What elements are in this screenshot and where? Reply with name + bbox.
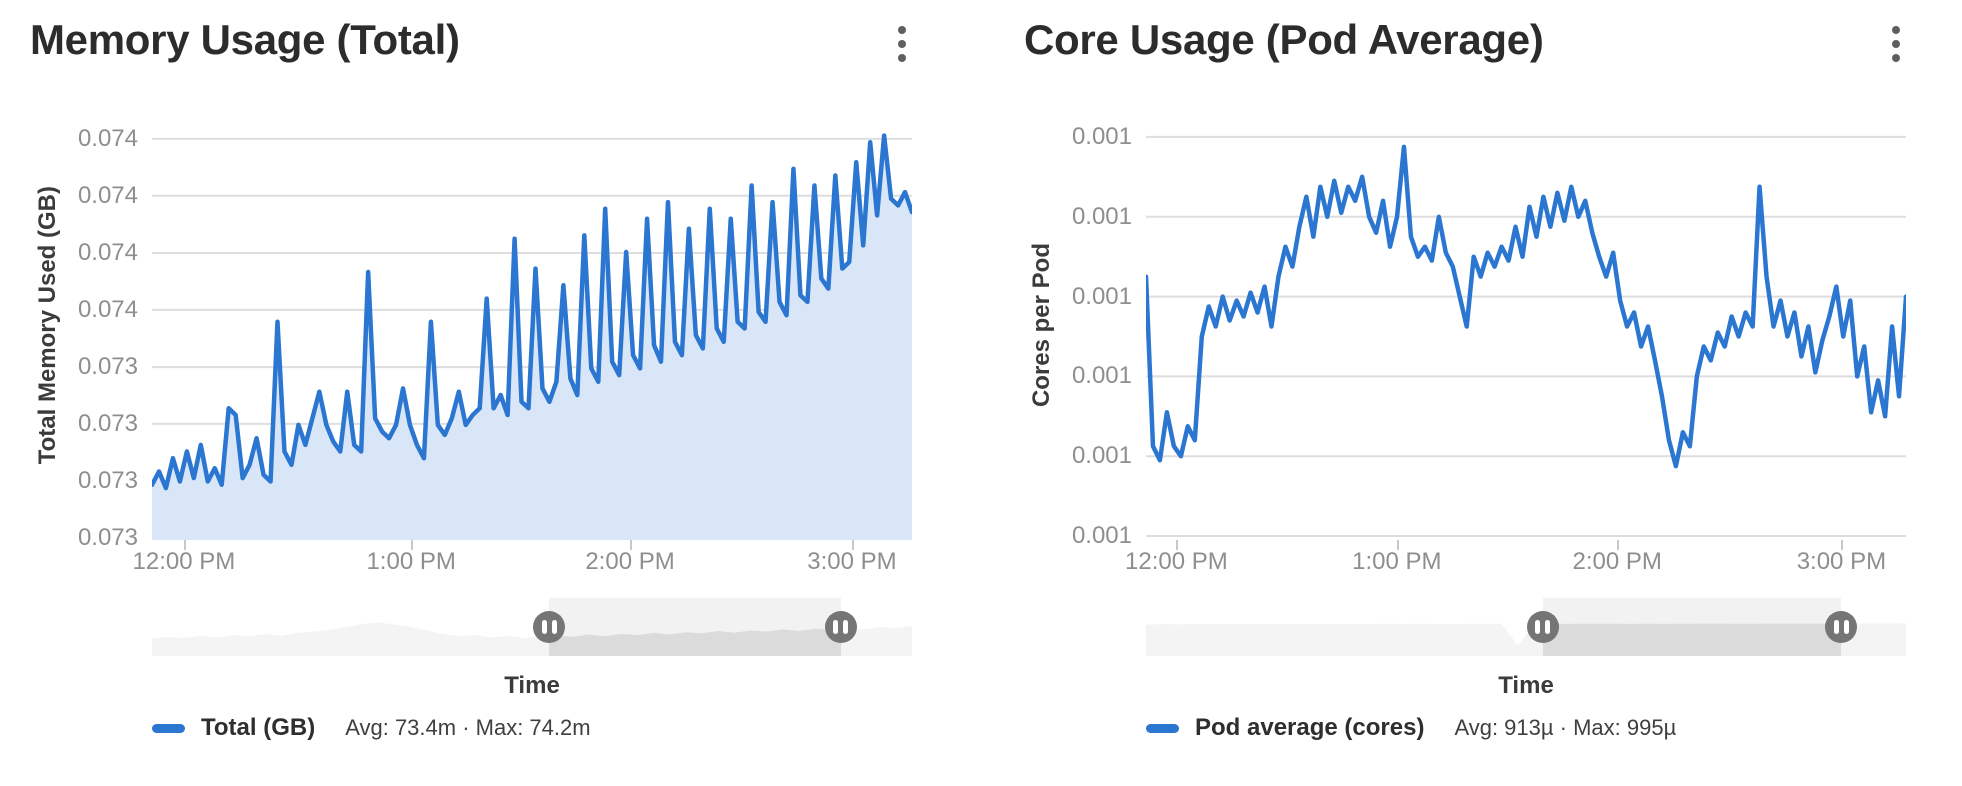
brush-unselected-region — [1146, 598, 1543, 656]
y-axis-tick-label: 0.074 — [77, 124, 138, 152]
series-svg — [1146, 110, 1906, 540]
y-axis-tick-label: 0.001 — [1071, 122, 1132, 150]
x-axis-tick-label: 12:00 PM — [132, 548, 236, 575]
legend: Pod average (cores) Avg: 913µ · Max: 995… — [1146, 714, 1906, 742]
brush-handle-start[interactable] — [533, 611, 566, 643]
y-axis-tick-label: 0.073 — [77, 524, 138, 551]
kebab-dot — [898, 40, 906, 48]
x-axis-tick-mark — [851, 540, 854, 550]
x-axis-ticks: 12:00 PM 1:00 PM 2:00 PM 3:00 PM — [133, 540, 912, 576]
legend-series-label: Pod average (cores) — [1195, 714, 1425, 741]
x-axis-title: Time — [1498, 672, 1554, 699]
y-axis-tick-label: 0.001 — [1071, 522, 1132, 549]
brush-track[interactable] — [152, 598, 912, 656]
y-axis-tick-label: 0.073 — [77, 467, 138, 495]
legend-item[interactable]: Pod average (cores) — [1146, 714, 1424, 742]
kebab-menu-button[interactable] — [1886, 20, 1906, 68]
x-axis-tick-label: 2:00 PM — [585, 548, 675, 575]
legend-swatch — [1146, 723, 1179, 733]
kebab-menu-icon — [898, 26, 906, 34]
series-svg — [152, 110, 912, 540]
pause-icon — [541, 620, 547, 634]
brush-handle-start[interactable] — [1526, 611, 1559, 643]
kebab-dot — [1892, 54, 1900, 62]
pause-icon — [1843, 620, 1849, 634]
kebab-dot — [898, 54, 906, 62]
brush-selected-range[interactable] — [549, 598, 841, 656]
brush-handle-end[interactable] — [1825, 611, 1858, 643]
brush-unselected-region — [152, 598, 550, 656]
pause-icon — [1545, 620, 1551, 634]
legend-stats: Avg: 73.4m · Max: 74.2m — [345, 715, 591, 740]
brush-selected-range[interactable] — [1542, 598, 1842, 656]
y-axis-title: Total Memory Used (GB) — [34, 185, 61, 465]
pause-icon — [1535, 620, 1541, 634]
plot-canvas[interactable] — [1146, 110, 1906, 540]
pause-icon — [1833, 620, 1839, 634]
panel-title: Memory Usage (Total) — [30, 16, 460, 63]
legend-swatch — [152, 723, 185, 733]
legend: Total (GB) Avg: 73.4m · Max: 74.2m — [152, 714, 912, 742]
legend-stats: Avg: 913µ · Max: 995µ — [1454, 715, 1677, 740]
brush-handle-end[interactable] — [824, 611, 857, 643]
brush-track[interactable] — [1146, 598, 1906, 656]
y-axis-tick-label: 0.001 — [1071, 202, 1132, 230]
chart-area: Cores per Pod 0.001 0.001 0.001 0.001 0.001 0… — [1024, 110, 1906, 549]
kebab-menu-button[interactable] — [892, 20, 912, 68]
pause-icon — [833, 620, 839, 634]
panel-header: Memory Usage (Total) — [30, 14, 912, 66]
x-axis-tick-mark — [411, 540, 414, 550]
x-axis-tick-mark — [1176, 540, 1179, 550]
y-axis-ticks: 0.001 0.001 0.001 0.001 0.001 0.001 — [1060, 110, 1146, 549]
x-axis-tick-label: 1:00 PM — [1352, 548, 1442, 575]
pause-icon — [843, 620, 849, 634]
x-axis-tick-label: 3:00 PM — [1796, 548, 1887, 575]
chart-card-core-usage: Core Usage (Pod Average) Cores per Pod 0… — [994, 0, 1962, 786]
panel-header: Core Usage (Pod Average) — [1024, 14, 1906, 66]
kebab-dot — [1892, 40, 1900, 48]
y-axis-tick-label: 0.001 — [1071, 282, 1132, 310]
x-axis-tick-mark — [183, 540, 186, 550]
x-axis-tick-label: 12:00 PM — [1125, 548, 1228, 575]
x-axis-tick-mark — [1617, 540, 1620, 550]
y-axis-title: Cores per Pod — [1028, 242, 1055, 408]
y-axis-title-column: Cores per Pod — [1024, 110, 1060, 540]
legend-series-label: Total (GB) — [201, 714, 316, 741]
x-axis-tick-mark — [1841, 540, 1844, 550]
panel-title: Core Usage (Pod Average) — [1024, 16, 1544, 63]
chart-area: Total Memory Used (GB) 0.074 0.074 0.074 0.… — [30, 110, 912, 551]
y-axis-tick-label: 0.074 — [77, 295, 138, 323]
pause-icon — [551, 620, 557, 634]
x-axis-tick-label: 1:00 PM — [366, 548, 456, 575]
y-axis-tick-label: 0.001 — [1071, 442, 1132, 470]
x-axis-tick-mark — [1396, 540, 1399, 550]
y-axis-ticks: 0.074 0.074 0.074 0.074 0.073 0.073 0.073 0.073 — [66, 110, 152, 551]
y-axis-tick-label: 0.073 — [77, 409, 138, 437]
plot-canvas[interactable] — [152, 110, 912, 540]
y-axis-tick-label: 0.001 — [1071, 362, 1132, 390]
x-axis-ticks: 12:00 PM 1:00 PM 2:00 PM 3:00 PM — [1125, 540, 1906, 576]
y-axis-tick-label: 0.073 — [77, 353, 138, 381]
y-axis-tick-label: 0.074 — [77, 181, 138, 209]
y-axis-title-column: Total Memory Used (GB) — [30, 110, 66, 540]
x-axis-tick-mark — [630, 540, 633, 550]
chart-card-memory-usage: Memory Usage (Total) Total Memory Used (… — [0, 0, 968, 786]
x-axis-tick-label: 3:00 PM — [807, 548, 897, 575]
x-axis-tick-label: 2:00 PM — [1572, 548, 1662, 575]
y-axis-tick-label: 0.074 — [77, 239, 138, 266]
legend-item[interactable]: Total (GB) — [152, 714, 315, 742]
kebab-menu-icon — [1892, 26, 1900, 34]
x-axis-title: Time — [504, 672, 560, 699]
